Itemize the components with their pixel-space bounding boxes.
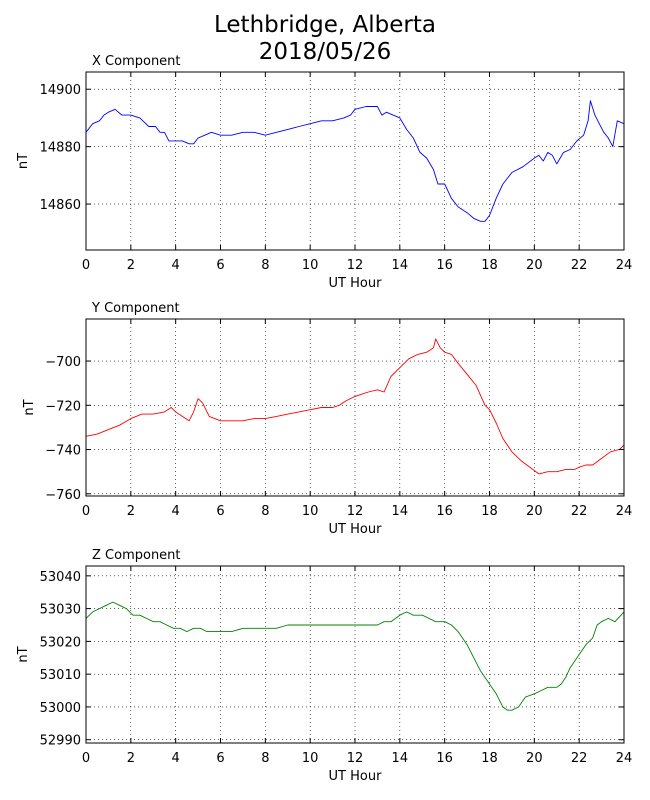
y-axis-label: nT xyxy=(22,399,37,415)
y-axis-label: nT xyxy=(16,153,31,169)
y-tick-label: −720 xyxy=(45,399,81,414)
x-tick-label: 2 xyxy=(127,258,135,273)
x-tick-label: 18 xyxy=(481,504,498,519)
x-tick-label: 2 xyxy=(127,751,135,766)
x-axis-label: UT Hour xyxy=(329,276,383,291)
y-tick-label: 14860 xyxy=(40,198,81,213)
x-tick-label: 14 xyxy=(392,751,409,766)
x-tick-label: 24 xyxy=(616,258,633,273)
y-tick-label: −740 xyxy=(45,444,81,459)
x-tick-label: 6 xyxy=(216,258,224,273)
x-tick-label: 8 xyxy=(261,504,269,519)
x-tick-label: 16 xyxy=(436,751,453,766)
figure-title-date: 2018/05/26 xyxy=(258,39,392,65)
y-tick-label: 14900 xyxy=(40,83,81,98)
x-tick-label: 20 xyxy=(526,504,543,519)
series-line-0 xyxy=(85,601,625,711)
y-tick-label: 53010 xyxy=(40,668,81,683)
x-tick-label: 0 xyxy=(82,751,90,766)
y-axis-label: nT xyxy=(16,646,31,662)
x-tick-label: 4 xyxy=(172,258,180,273)
x-tick-label: 8 xyxy=(261,751,269,766)
y-tick-label: 14880 xyxy=(40,141,81,156)
x-tick-label: 18 xyxy=(481,258,498,273)
x-tick-label: 14 xyxy=(392,258,409,273)
x-tick-label: 8 xyxy=(261,258,269,273)
y-tick-label: 53020 xyxy=(40,635,81,650)
x-tick-label: 16 xyxy=(436,504,453,519)
x-tick-label: 4 xyxy=(172,751,180,766)
y-tick-label: 53040 xyxy=(40,570,81,585)
x-tick-label: 12 xyxy=(347,504,364,519)
x-tick-label: 12 xyxy=(347,751,364,766)
x-tick-label: 0 xyxy=(82,258,90,273)
x-tick-label: 22 xyxy=(571,751,588,766)
x-tick-label: 20 xyxy=(526,751,543,766)
x-tick-label: 22 xyxy=(571,258,588,273)
x-tick-label: 22 xyxy=(571,504,588,519)
y-tick-label: −760 xyxy=(45,488,81,503)
x-tick-label: 16 xyxy=(436,258,453,273)
y-tick-label: 53030 xyxy=(40,603,81,618)
y-tick-label: −700 xyxy=(45,355,81,370)
x-tick-label: 14 xyxy=(392,504,409,519)
panel-title: Y Component xyxy=(91,301,180,316)
x-axis-label: UT Hour xyxy=(329,522,383,537)
x-tick-label: 10 xyxy=(302,258,319,273)
x-tick-label: 10 xyxy=(302,751,319,766)
x-tick-label: 6 xyxy=(216,504,224,519)
panel-2: 0 2 4 6 8 10 12 14 16 18 20 22 245299053000530105302… xyxy=(16,548,632,784)
x-tick-label: 10 xyxy=(302,504,319,519)
y-tick-label: 53000 xyxy=(40,701,81,716)
series-line-0 xyxy=(85,338,625,475)
figure-title-location: Lethbridge, Alberta xyxy=(213,12,436,38)
x-tick-label: 20 xyxy=(526,258,543,273)
x-axis-label: UT Hour xyxy=(329,769,383,784)
x-tick-label: 24 xyxy=(616,504,633,519)
panel-title: Z Component xyxy=(92,548,181,563)
x-tick-label: 4 xyxy=(172,504,180,519)
y-tick-label: 52990 xyxy=(40,734,81,749)
series-line-0 xyxy=(85,100,625,222)
x-tick-label: 12 xyxy=(347,258,364,273)
panel-title: X Component xyxy=(92,54,181,69)
x-tick-label: 2 xyxy=(127,504,135,519)
x-tick-label: 24 xyxy=(616,751,633,766)
x-tick-label: 18 xyxy=(481,751,498,766)
x-tick-label: 0 xyxy=(82,504,90,519)
x-tick-label: 6 xyxy=(216,751,224,766)
